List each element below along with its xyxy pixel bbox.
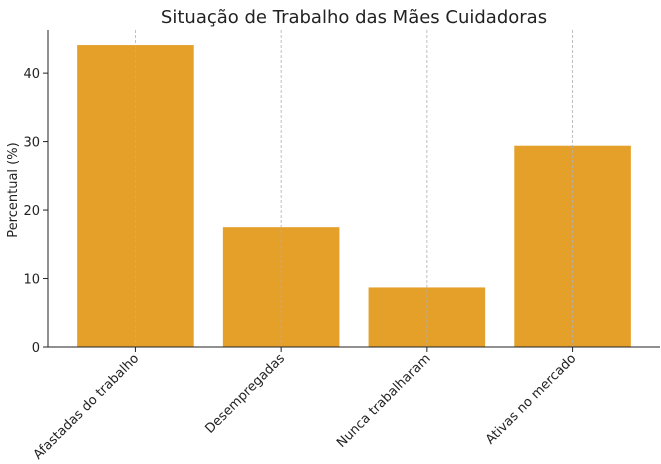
y-axis-label: Percentual (%) (6, 142, 21, 237)
x-tick-label: Ativas no mercado (483, 351, 579, 447)
y-tick-label: 30 (23, 136, 40, 151)
x-tick-label: Afastadas do trabalho (31, 351, 143, 463)
x-tick-label: Desempregadas (202, 351, 288, 437)
y-tick-label: 20 (23, 204, 40, 219)
y-tick-label: 0 (32, 341, 40, 356)
x-tick-label: Nunca trabalharam (334, 351, 434, 451)
y-tick-label: 40 (23, 67, 40, 82)
chart-title: Situação de Trabalho das Mães Cuidadoras (161, 7, 547, 28)
y-tick-label: 10 (23, 273, 40, 288)
